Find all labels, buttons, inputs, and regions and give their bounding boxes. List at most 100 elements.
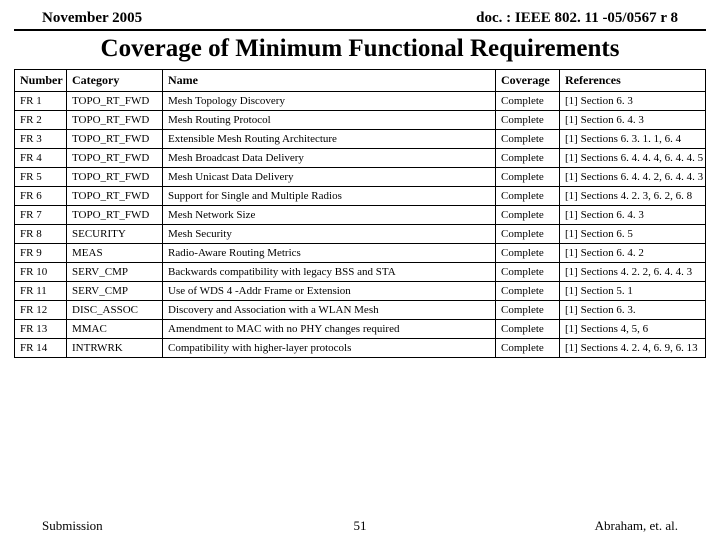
table-cell: FR 1 xyxy=(15,92,67,111)
table-cell: FR 2 xyxy=(15,111,67,130)
table-cell: FR 12 xyxy=(15,301,67,320)
table-row: FR 3TOPO_RT_FWDExtensible Mesh Routing A… xyxy=(15,130,706,149)
table-cell: [1] Sections 4. 2. 4, 6. 9, 6. 13 xyxy=(560,339,706,358)
table-row: FR 9MEASRadio-Aware Routing MetricsCompl… xyxy=(15,244,706,263)
table-cell: [1] Sections 4. 2. 2, 6. 4. 4. 3 xyxy=(560,263,706,282)
table-cell: Backwards compatibility with legacy BSS … xyxy=(163,263,496,282)
table-cell: [1] Section 5. 1 xyxy=(560,282,706,301)
table-cell: TOPO_RT_FWD xyxy=(67,206,163,225)
table-body: FR 1TOPO_RT_FWDMesh Topology DiscoveryCo… xyxy=(15,92,706,358)
table-cell: Mesh Unicast Data Delivery xyxy=(163,168,496,187)
table-cell: Complete xyxy=(496,339,560,358)
table-row: FR 14INTRWRKCompatibility with higher-la… xyxy=(15,339,706,358)
page-title: Coverage of Minimum Functional Requireme… xyxy=(14,35,706,63)
table-cell: MMAC xyxy=(67,320,163,339)
table-cell: FR 10 xyxy=(15,263,67,282)
table-cell: [1] Sections 6. 3. 1. 1, 6. 4 xyxy=(560,130,706,149)
table-cell: FR 5 xyxy=(15,168,67,187)
table-cell: MEAS xyxy=(67,244,163,263)
table-row: FR 10SERV_CMPBackwards compatibility wit… xyxy=(15,263,706,282)
table-row: FR 1TOPO_RT_FWDMesh Topology DiscoveryCo… xyxy=(15,92,706,111)
footer-right: Abraham, et. al. xyxy=(595,518,678,534)
table-cell: TOPO_RT_FWD xyxy=(67,187,163,206)
col-number: Number xyxy=(15,70,67,92)
table-cell: [1] Sections 4, 5, 6 xyxy=(560,320,706,339)
table-cell: Mesh Topology Discovery xyxy=(163,92,496,111)
table-cell: FR 3 xyxy=(15,130,67,149)
table-cell: Mesh Network Size xyxy=(163,206,496,225)
table-row: FR 4TOPO_RT_FWDMesh Broadcast Data Deliv… xyxy=(15,149,706,168)
table-cell: [1] Sections 4. 2. 3, 6. 2, 6. 8 xyxy=(560,187,706,206)
table-cell: Support for Single and Multiple Radios xyxy=(163,187,496,206)
header: November 2005 doc. : IEEE 802. 11 -05/05… xyxy=(14,10,706,27)
table-row: FR 5TOPO_RT_FWDMesh Unicast Data Deliver… xyxy=(15,168,706,187)
table-cell: Complete xyxy=(496,244,560,263)
footer: Submission 51 Abraham, et. al. xyxy=(14,518,706,534)
table-cell: FR 7 xyxy=(15,206,67,225)
table-cell: Mesh Routing Protocol xyxy=(163,111,496,130)
table-cell: FR 11 xyxy=(15,282,67,301)
table-cell: [1] Sections 6. 4. 4. 2, 6. 4. 4. 3 xyxy=(560,168,706,187)
table-cell: INTRWRK xyxy=(67,339,163,358)
table-cell: Complete xyxy=(496,149,560,168)
table-cell: Complete xyxy=(496,130,560,149)
table-cell: Complete xyxy=(496,111,560,130)
table-cell: Complete xyxy=(496,225,560,244)
footer-page-number: 51 xyxy=(354,518,367,534)
table-cell: TOPO_RT_FWD xyxy=(67,92,163,111)
table-cell: FR 8 xyxy=(15,225,67,244)
table-cell: Compatibility with higher-layer protocol… xyxy=(163,339,496,358)
col-references: References xyxy=(560,70,706,92)
table-cell: Complete xyxy=(496,206,560,225)
table-row: FR 12DISC_ASSOCDiscovery and Association… xyxy=(15,301,706,320)
table-cell: [1] Section 6. 3 xyxy=(560,92,706,111)
table-cell: FR 14 xyxy=(15,339,67,358)
table-cell: DISC_ASSOC xyxy=(67,301,163,320)
header-rule xyxy=(14,29,706,31)
table-cell: Mesh Broadcast Data Delivery xyxy=(163,149,496,168)
table-cell: Complete xyxy=(496,168,560,187)
table-cell: FR 13 xyxy=(15,320,67,339)
header-date: November 2005 xyxy=(42,10,142,27)
col-category: Category xyxy=(67,70,163,92)
table-cell: SERV_CMP xyxy=(67,263,163,282)
table-cell: [1] Section 6. 4. 3 xyxy=(560,111,706,130)
table-row: FR 11SERV_CMPUse of WDS 4 -Addr Frame or… xyxy=(15,282,706,301)
table-cell: [1] Section 6. 4. 2 xyxy=(560,244,706,263)
table-cell: Complete xyxy=(496,92,560,111)
table-cell: TOPO_RT_FWD xyxy=(67,168,163,187)
table-cell: Complete xyxy=(496,263,560,282)
table-cell: Complete xyxy=(496,187,560,206)
table-cell: FR 9 xyxy=(15,244,67,263)
table-cell: Radio-Aware Routing Metrics xyxy=(163,244,496,263)
table-row: FR 7TOPO_RT_FWDMesh Network SizeComplete… xyxy=(15,206,706,225)
table-cell: TOPO_RT_FWD xyxy=(67,130,163,149)
table-cell: Amendment to MAC with no PHY changes req… xyxy=(163,320,496,339)
table-cell: Complete xyxy=(496,282,560,301)
table-cell: Complete xyxy=(496,301,560,320)
table-cell: Mesh Security xyxy=(163,225,496,244)
table-cell: Complete xyxy=(496,320,560,339)
table-cell: SECURITY xyxy=(67,225,163,244)
table-row: FR 13MMACAmendment to MAC with no PHY ch… xyxy=(15,320,706,339)
table-cell: Discovery and Association with a WLAN Me… xyxy=(163,301,496,320)
col-coverage: Coverage xyxy=(496,70,560,92)
footer-left: Submission xyxy=(42,518,103,534)
table-cell: TOPO_RT_FWD xyxy=(67,111,163,130)
table-header-row: Number Category Name Coverage References xyxy=(15,70,706,92)
col-name: Name xyxy=(163,70,496,92)
table-row: FR 2TOPO_RT_FWDMesh Routing ProtocolComp… xyxy=(15,111,706,130)
table-cell: [1] Section 6. 3. xyxy=(560,301,706,320)
table-cell: FR 4 xyxy=(15,149,67,168)
table-cell: [1] Section 6. 5 xyxy=(560,225,706,244)
table-cell: Use of WDS 4 -Addr Frame or Extension xyxy=(163,282,496,301)
table-cell: [1] Sections 6. 4. 4. 4, 6. 4. 4. 5 xyxy=(560,149,706,168)
requirements-table: Number Category Name Coverage References… xyxy=(14,69,706,358)
table-cell: Extensible Mesh Routing Architecture xyxy=(163,130,496,149)
table-cell: [1] Section 6. 4. 3 xyxy=(560,206,706,225)
table-cell: FR 6 xyxy=(15,187,67,206)
table-row: FR 8SECURITYMesh SecurityComplete[1] Sec… xyxy=(15,225,706,244)
table-row: FR 6TOPO_RT_FWDSupport for Single and Mu… xyxy=(15,187,706,206)
table-cell: SERV_CMP xyxy=(67,282,163,301)
header-docnum: doc. : IEEE 802. 11 -05/0567 r 8 xyxy=(476,10,678,27)
